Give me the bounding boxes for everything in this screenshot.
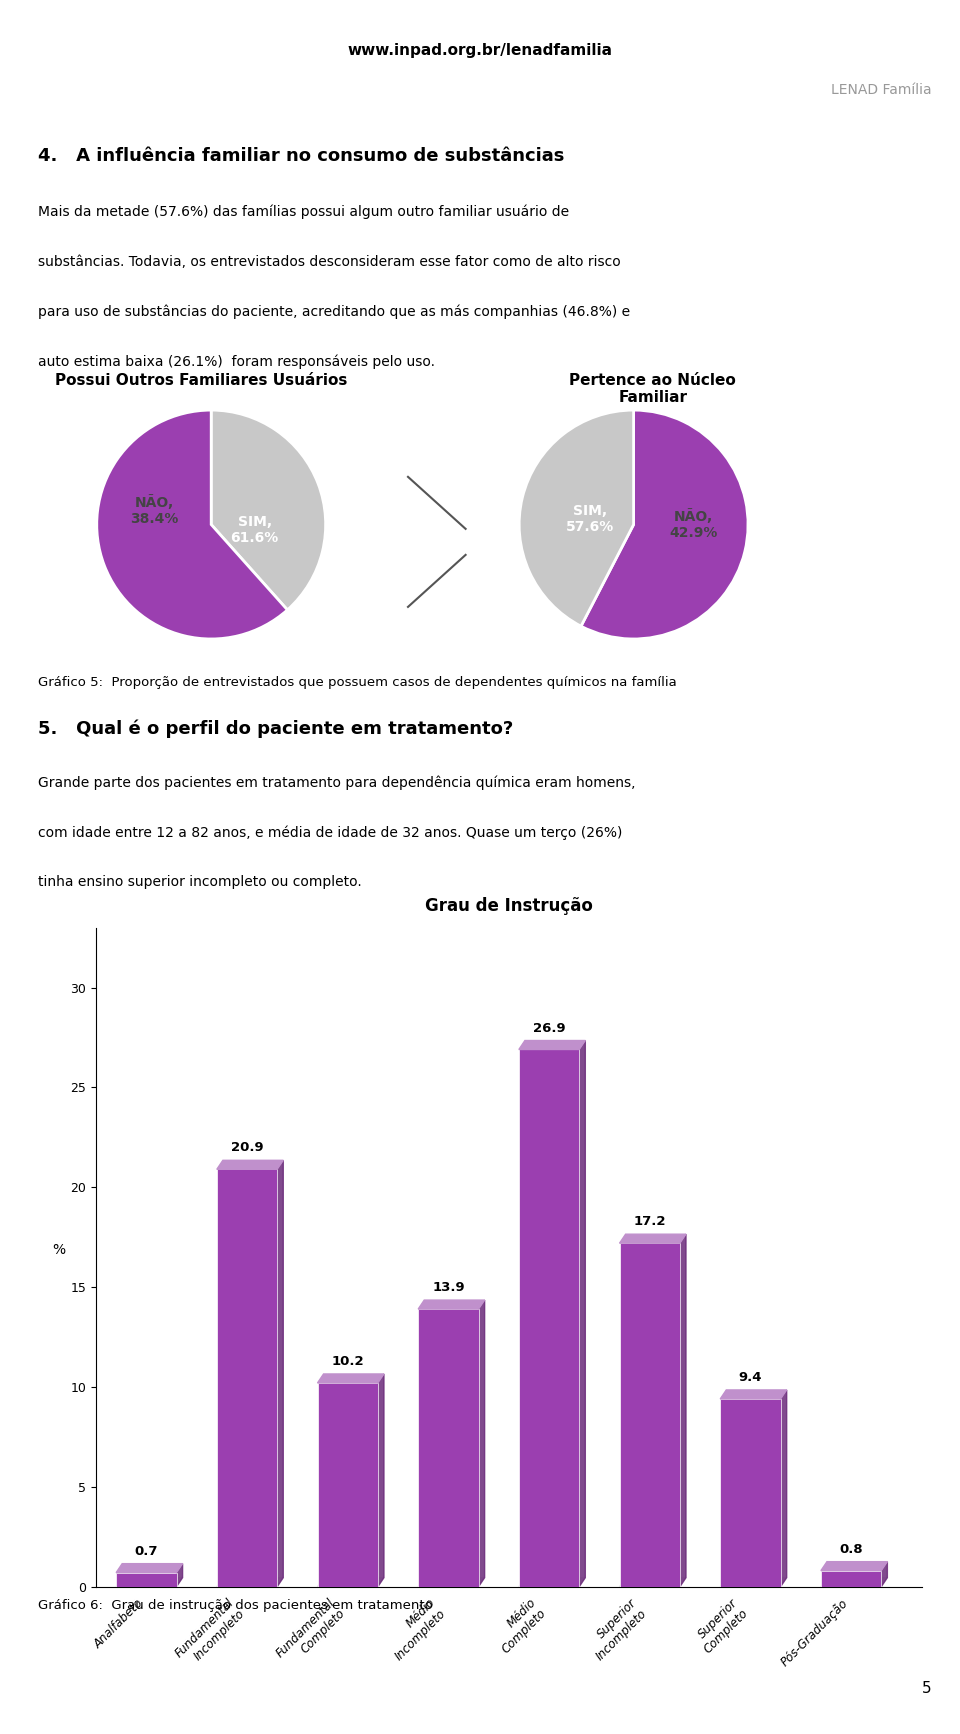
Text: substâncias. Todavia, os entrevistados desconsideram esse fator como de alto ris: substâncias. Todavia, os entrevistados d… (38, 255, 621, 269)
Wedge shape (581, 409, 748, 640)
Polygon shape (479, 1300, 485, 1587)
Polygon shape (419, 1300, 485, 1309)
Text: NÃO,
38.4%: NÃO, 38.4% (130, 496, 179, 527)
Polygon shape (378, 1373, 384, 1587)
Text: SIM,
57.6%: SIM, 57.6% (566, 503, 614, 534)
Text: 13.9: 13.9 (432, 1281, 465, 1294)
Polygon shape (821, 1578, 887, 1587)
Text: 20.9: 20.9 (230, 1141, 263, 1155)
Text: 17.2: 17.2 (634, 1216, 666, 1228)
Polygon shape (518, 1040, 586, 1049)
Text: SIM,
61.6%: SIM, 61.6% (230, 515, 278, 546)
Polygon shape (821, 1562, 887, 1571)
Text: tinha ensino superior incompleto ou completo.: tinha ensino superior incompleto ou comp… (38, 876, 362, 890)
Text: Mais da metade (57.6%) das famílias possui algum outro familiar usuário de: Mais da metade (57.6%) das famílias poss… (38, 205, 569, 218)
Polygon shape (217, 1160, 283, 1169)
Polygon shape (217, 1578, 283, 1587)
Polygon shape (419, 1578, 485, 1587)
Text: Pertence ao Núcleo
Familiar: Pertence ao Núcleo Familiar (569, 373, 736, 406)
Polygon shape (277, 1160, 283, 1587)
Text: 5: 5 (922, 1680, 931, 1696)
Bar (518, 1049, 579, 1587)
Polygon shape (619, 1578, 686, 1587)
Text: 26.9: 26.9 (533, 1021, 565, 1035)
Polygon shape (579, 1040, 586, 1587)
Bar (217, 1169, 277, 1587)
Wedge shape (211, 409, 325, 610)
Y-axis label: %: % (53, 1243, 66, 1257)
Polygon shape (881, 1562, 887, 1587)
Bar (720, 1399, 780, 1587)
Polygon shape (318, 1373, 384, 1384)
Text: 4.   A influência familiar no consumo de substâncias: 4. A influência familiar no consumo de s… (38, 147, 564, 165)
Polygon shape (720, 1578, 786, 1587)
Polygon shape (780, 1391, 786, 1587)
Bar (116, 1573, 177, 1587)
Polygon shape (518, 1578, 586, 1587)
Wedge shape (519, 409, 634, 626)
Bar (419, 1309, 479, 1587)
Text: 0.8: 0.8 (839, 1543, 863, 1555)
Text: www.inpad.org.br/lenadfamilia: www.inpad.org.br/lenadfamilia (348, 43, 612, 59)
Polygon shape (680, 1235, 686, 1587)
Text: Gráfico 6:  Grau de instrução dos pacientes em tratamento: Gráfico 6: Grau de instrução dos pacient… (38, 1599, 433, 1611)
Text: com idade entre 12 a 82 anos, e média de idade de 32 anos. Quase um terço (26%): com idade entre 12 a 82 anos, e média de… (38, 825, 623, 839)
Polygon shape (177, 1564, 182, 1587)
Text: NÃO,
42.9%: NÃO, 42.9% (669, 510, 717, 539)
Text: LENAD Família: LENAD Família (830, 83, 931, 97)
Text: 10.2: 10.2 (331, 1354, 364, 1368)
Polygon shape (619, 1235, 686, 1243)
Bar (619, 1243, 680, 1587)
Bar (821, 1571, 881, 1587)
Text: 0.7: 0.7 (134, 1545, 158, 1557)
Text: auto estima baixa (26.1%)  foram responsáveis pelo uso.: auto estima baixa (26.1%) foram responsá… (38, 354, 436, 369)
Text: 5.   Qual é o perfil do paciente em tratamento?: 5. Qual é o perfil do paciente em tratam… (38, 720, 514, 739)
Text: Possui Outros Familiares Usuários: Possui Outros Familiares Usuários (56, 373, 348, 388)
Text: para uso de substâncias do paciente, acreditando que as más companhias (46.8%) e: para uso de substâncias do paciente, acr… (38, 305, 631, 319)
Polygon shape (318, 1578, 384, 1587)
Text: Gráfico 5:  Proporção de entrevistados que possuem casos de dependentes químicos: Gráfico 5: Proporção de entrevistados qu… (38, 676, 677, 688)
Text: 9.4: 9.4 (738, 1372, 762, 1384)
Text: Grande parte dos pacientes em tratamento para dependência química eram homens,: Grande parte dos pacientes em tratamento… (38, 775, 636, 789)
Wedge shape (97, 409, 287, 638)
Polygon shape (116, 1564, 182, 1573)
Title: Grau de Instrução: Grau de Instrução (425, 896, 592, 916)
Polygon shape (116, 1578, 182, 1587)
Bar (318, 1384, 378, 1587)
Polygon shape (720, 1391, 786, 1399)
